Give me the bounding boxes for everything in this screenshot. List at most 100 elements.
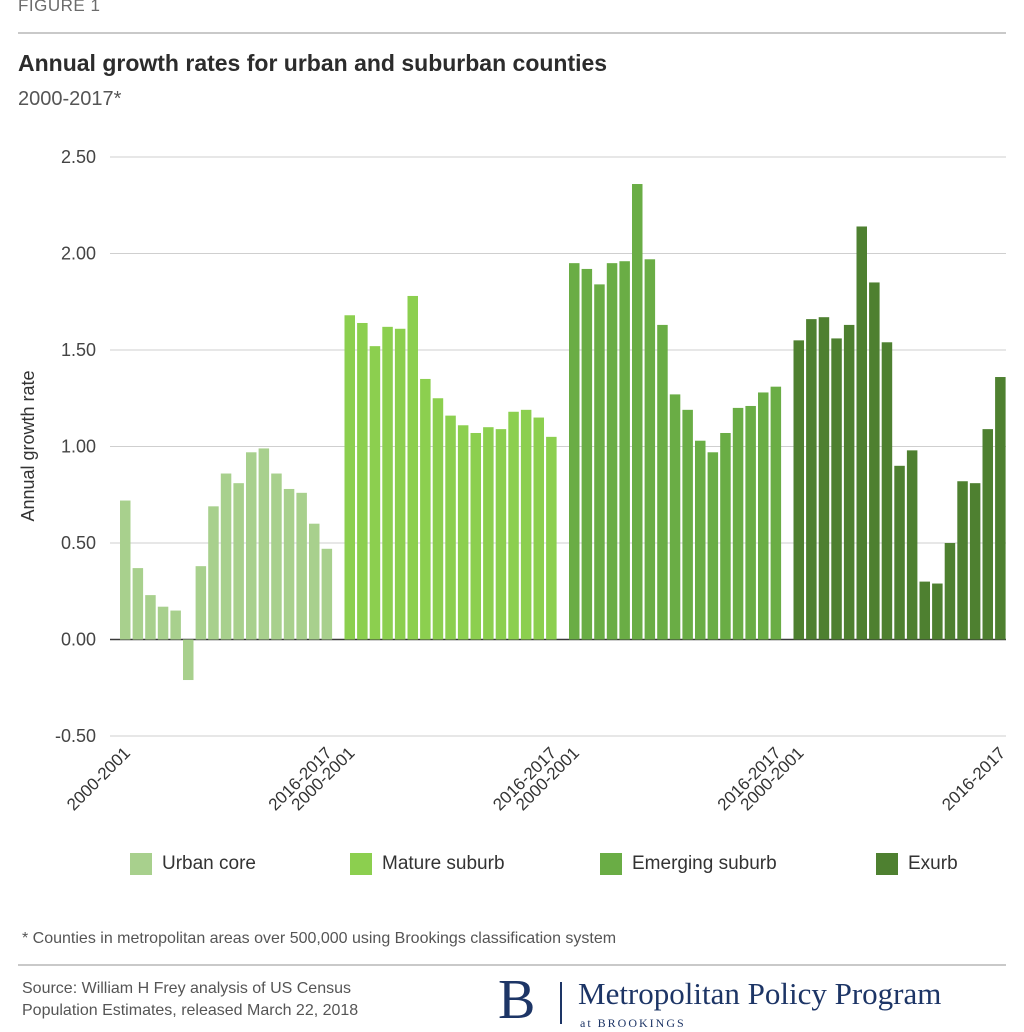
- x-tick-label-start: 2000-2001: [63, 743, 134, 814]
- footer-divider: [18, 964, 1006, 966]
- legend-swatch: [350, 853, 372, 875]
- y-tick-label: 0.00: [61, 630, 96, 650]
- y-tick-label: 1.50: [61, 340, 96, 360]
- bar-mature-suburb: [546, 436, 557, 640]
- bar-exurb: [944, 543, 956, 640]
- bar-emerging-suburb: [758, 392, 769, 640]
- legend-item-mature-suburb: Mature suburb: [350, 853, 505, 875]
- legend-item-emerging-suburb: Emerging suburb: [600, 853, 777, 875]
- bar-urban-core: [296, 492, 307, 640]
- bar-mature-suburb: [533, 417, 544, 640]
- bar-exurb: [856, 226, 867, 640]
- bar-emerging-suburb: [720, 432, 731, 640]
- bar-exurb: [881, 342, 893, 640]
- source-line-2: Population Estimates, released March 22,…: [22, 1002, 359, 1019]
- bar-exurb: [806, 319, 817, 640]
- source-line-1: Source: William H Frey analysis of US Ce…: [22, 980, 351, 997]
- bar-mature-suburb: [445, 415, 456, 640]
- bar-emerging-suburb: [732, 407, 744, 640]
- bar-emerging-suburb: [745, 405, 756, 640]
- bar-exurb: [831, 338, 842, 640]
- y-tick-label: 2.50: [61, 147, 96, 167]
- bar-emerging-suburb: [581, 268, 593, 640]
- bar-urban-core: [233, 483, 244, 640]
- y-tick-label: 2.00: [61, 244, 96, 264]
- bar-mature-suburb: [432, 398, 444, 640]
- bar-emerging-suburb: [669, 394, 681, 640]
- bar-mature-suburb: [382, 326, 393, 640]
- bar-mature-suburb: [357, 322, 368, 640]
- top-divider: [18, 32, 1006, 34]
- bar-mature-suburb: [457, 425, 469, 640]
- legend-label: Urban core: [162, 853, 256, 874]
- legend-item-urban-core: Urban core: [130, 853, 256, 875]
- bar-urban-core: [183, 639, 194, 681]
- bar-urban-core: [195, 566, 207, 640]
- y-tick-label: 1.00: [61, 437, 96, 457]
- bar-emerging-suburb: [695, 440, 706, 640]
- bar-urban-core: [220, 473, 232, 640]
- bar-exurb: [894, 465, 905, 640]
- bar-mature-suburb: [470, 432, 481, 640]
- bar-urban-core: [208, 506, 219, 640]
- bar-urban-core: [246, 452, 257, 640]
- bar-urban-core: [309, 523, 320, 640]
- logo-divider: [560, 982, 562, 1024]
- bar-urban-core: [157, 606, 169, 640]
- bar-mature-suburb: [394, 328, 406, 640]
- bar-exurb: [843, 324, 855, 640]
- growth-rate-bar-chart: -0.50 0.00 0.50 1.00 1.50 2.00 2.50 Annual grow…: [18, 147, 1009, 814]
- bar-emerging-suburb: [594, 284, 605, 640]
- legend-swatch: [600, 853, 622, 875]
- y-tick-label: -0.50: [55, 726, 96, 746]
- legend-swatch: [130, 853, 152, 875]
- legend-item-exurb: Exurb: [876, 853, 958, 875]
- source-note: Source: William H Frey analysis of US Ce…: [22, 978, 358, 1022]
- bar-emerging-suburb: [770, 386, 782, 640]
- chart-legend: Urban core Mature suburb Emerging suburb Ex…: [0, 853, 1024, 883]
- bar-emerging-suburb: [707, 452, 719, 640]
- y-tick-label: 0.50: [61, 533, 96, 553]
- bar-emerging-suburb: [569, 263, 580, 640]
- bar-exurb: [906, 450, 918, 640]
- bar-mature-suburb: [407, 295, 418, 640]
- bar-exurb: [957, 481, 968, 640]
- bar-exurb: [969, 483, 981, 640]
- brookings-logo-mark: B: [498, 969, 536, 1031]
- bar-exurb: [995, 377, 1006, 640]
- footnote: * Counties in metropolitan areas over 50…: [22, 930, 617, 947]
- bar-urban-core: [321, 548, 333, 640]
- bar-emerging-suburb: [657, 324, 668, 640]
- bar-mature-suburb: [420, 378, 431, 640]
- bar-emerging-suburb: [682, 409, 693, 640]
- bar-mature-suburb: [520, 409, 532, 640]
- bar-exurb: [982, 429, 993, 640]
- figure-label: FIGURE 1: [18, 0, 101, 15]
- bar-urban-core: [283, 488, 295, 640]
- bar-exurb: [818, 317, 830, 640]
- bar-mature-suburb: [508, 411, 519, 640]
- legend-label: Mature suburb: [382, 853, 505, 874]
- chart-title: Annual growth rates for urban and suburb…: [18, 50, 608, 76]
- bar-exurb: [932, 583, 943, 640]
- bar-emerging-suburb: [606, 263, 618, 640]
- x-tick-label-end: 2016-2017: [938, 743, 1009, 814]
- bar-exurb: [919, 581, 930, 640]
- bar-emerging-suburb: [644, 259, 656, 640]
- bar-mature-suburb: [369, 346, 381, 640]
- bar-urban-core: [170, 610, 181, 640]
- bar-exurb: [793, 340, 804, 640]
- bar-urban-core: [258, 448, 270, 640]
- chart-subtitle: 2000-2017*: [18, 88, 122, 110]
- y-axis-label: Annual growth rate: [18, 370, 38, 521]
- bar-emerging-suburb: [619, 261, 630, 640]
- legend-label: Emerging suburb: [632, 853, 777, 874]
- legend-swatch: [876, 853, 898, 875]
- bar-urban-core: [120, 500, 131, 640]
- bar-emerging-suburb: [632, 184, 643, 640]
- bar-urban-core: [132, 568, 144, 640]
- bar-urban-core: [271, 473, 282, 640]
- legend-label: Exurb: [908, 853, 958, 874]
- bar-urban-core: [145, 595, 156, 640]
- bar-mature-suburb: [495, 429, 507, 640]
